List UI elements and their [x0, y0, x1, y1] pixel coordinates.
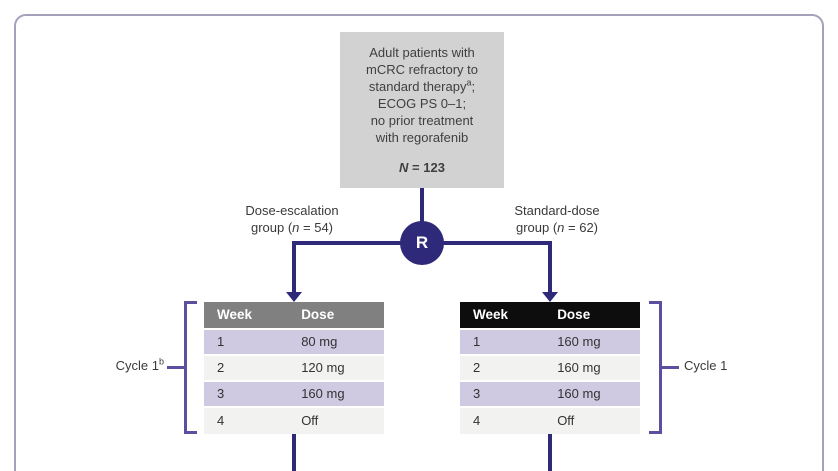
table-row: 3 160 mg: [204, 382, 384, 408]
patient-box-line: mCRC refractory to: [366, 62, 478, 77]
left-cycle-bracket-tick: [167, 366, 184, 369]
cycle-label-right: Cycle 1: [684, 358, 728, 373]
right-cycle-bracket-arm: [649, 431, 662, 434]
table-row: 4 Off: [460, 408, 640, 434]
total-enrollment: N = 123: [399, 160, 445, 175]
standard-dose-table: Week Dose 1 160 mg 2 160 mg 3 160 mg 4 O…: [460, 302, 640, 434]
table-row: 2 120 mg: [204, 356, 384, 382]
patient-population-box: Adult patients with mCRC refractory to s…: [340, 32, 504, 188]
randomization-node: R: [400, 221, 444, 265]
connector-box-to-randomization: [420, 188, 424, 224]
left-cycle-bracket-arm: [184, 431, 197, 434]
arrowhead-left-table: [286, 292, 302, 302]
right-cycle-bracket: [659, 301, 662, 434]
patient-box-line: with regorafenib: [375, 130, 469, 145]
cycle-label-left: Cycle 1b: [115, 356, 164, 373]
standard-dose-group-label: Standard-dose group (n = 62): [514, 203, 600, 235]
left-cycle-bracket: [184, 301, 187, 434]
randomization-label: R: [415, 233, 429, 252]
connector-right-table-continues: [548, 434, 552, 471]
arrowhead-right-table: [542, 292, 558, 302]
connector-left-table-continues: [292, 434, 296, 471]
patient-box-line: no prior treatment: [370, 113, 474, 128]
table-header-row: Week Dose: [204, 302, 384, 330]
table-row: 4 Off: [204, 408, 384, 434]
patient-box-line: standard therapya;: [368, 77, 476, 94]
table-row: 1 160 mg: [460, 330, 640, 356]
footnote-marker-b: b: [158, 356, 164, 367]
connector-right-branch: [548, 241, 552, 293]
table-row: 1 80 mg: [204, 330, 384, 356]
table-header-row: Week Dose: [460, 302, 640, 330]
right-cycle-bracket-tick: [662, 366, 679, 369]
dose-escalation-table: Week Dose 1 80 mg 2 120 mg 3 160 mg 4 Of…: [204, 302, 384, 434]
patient-box-line: Adult patients with: [369, 45, 475, 60]
right-cycle-bracket-arm: [649, 301, 662, 304]
patient-box-line: ECOG PS 0–1;: [377, 96, 467, 111]
connector-left-branch: [292, 241, 296, 293]
table-row: 3 160 mg: [460, 382, 640, 408]
table-row: 2 160 mg: [460, 356, 640, 382]
footnote-marker-a: a: [466, 77, 472, 88]
left-cycle-bracket-arm: [184, 301, 197, 304]
dose-escalation-group-label: Dose-escalation group (n = 54): [245, 203, 339, 235]
